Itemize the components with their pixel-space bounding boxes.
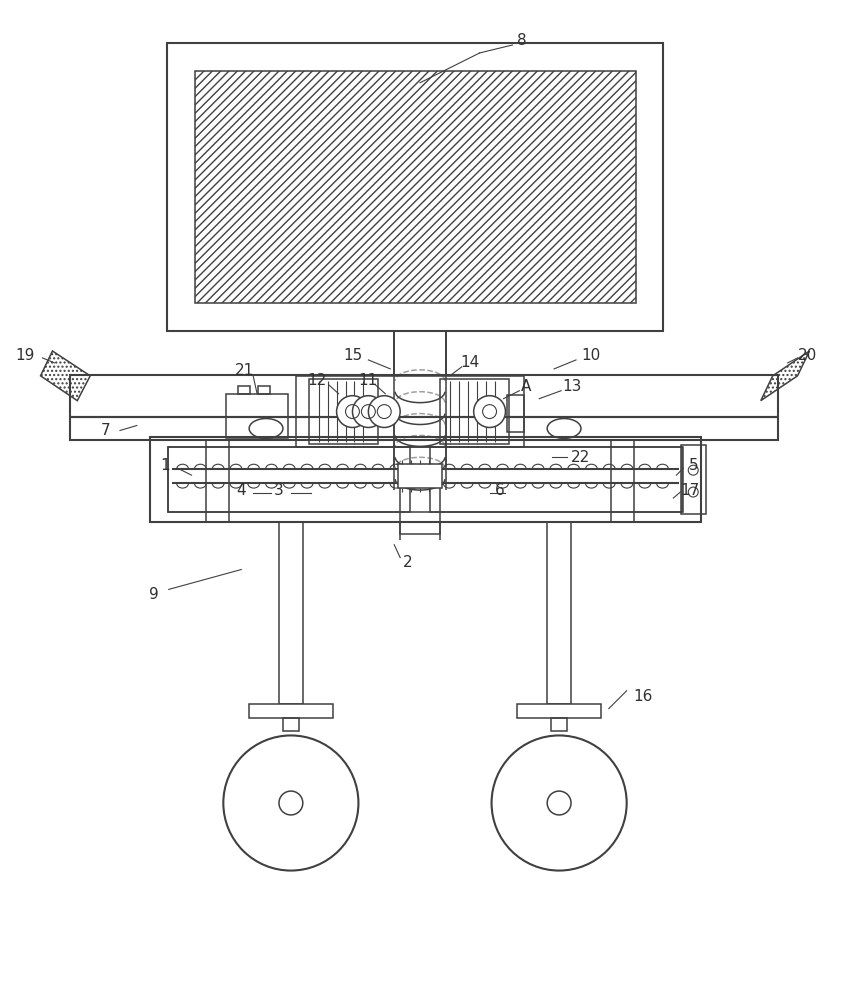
Bar <box>430 447 683 512</box>
Text: 7: 7 <box>100 423 110 438</box>
Text: 10: 10 <box>581 348 601 363</box>
Text: 2: 2 <box>403 555 413 570</box>
Bar <box>398 464 442 488</box>
Bar <box>400 479 440 534</box>
Text: 5: 5 <box>688 458 698 473</box>
Text: 1: 1 <box>160 458 169 473</box>
Bar <box>507 395 524 432</box>
Bar <box>226 394 288 438</box>
Bar <box>71 417 778 440</box>
Text: 17: 17 <box>681 483 700 498</box>
Text: 13: 13 <box>563 379 581 394</box>
Text: 9: 9 <box>149 587 159 602</box>
Circle shape <box>368 396 400 427</box>
Text: 11: 11 <box>359 373 378 388</box>
Circle shape <box>473 396 506 427</box>
Bar <box>440 379 509 444</box>
Text: 12: 12 <box>307 373 326 388</box>
Text: 21: 21 <box>235 363 254 378</box>
Bar <box>547 522 571 704</box>
Text: 20: 20 <box>798 348 817 363</box>
Bar <box>309 379 378 444</box>
Bar <box>167 447 410 512</box>
Text: 19: 19 <box>15 348 34 363</box>
Bar <box>71 375 778 417</box>
Text: 16: 16 <box>633 689 652 704</box>
Bar <box>394 331 446 375</box>
Text: 8: 8 <box>517 33 526 48</box>
Bar <box>283 718 299 731</box>
Bar <box>249 704 332 718</box>
Bar <box>296 376 524 447</box>
Bar <box>279 522 303 704</box>
Bar <box>150 437 701 522</box>
Bar <box>518 704 601 718</box>
Text: 15: 15 <box>343 348 362 363</box>
Circle shape <box>353 396 384 427</box>
Bar <box>195 71 636 303</box>
Circle shape <box>491 735 626 871</box>
Circle shape <box>337 396 368 427</box>
Bar <box>238 386 250 394</box>
Bar <box>167 447 683 512</box>
Bar <box>551 718 567 731</box>
Text: 4: 4 <box>236 483 246 498</box>
Text: 6: 6 <box>495 483 504 498</box>
Bar <box>258 386 270 394</box>
Text: 14: 14 <box>460 355 479 370</box>
Text: 3: 3 <box>274 483 284 498</box>
Text: A: A <box>521 379 531 394</box>
Text: 22: 22 <box>571 450 591 465</box>
Bar <box>682 445 706 514</box>
Circle shape <box>224 735 359 871</box>
Bar <box>167 43 664 331</box>
